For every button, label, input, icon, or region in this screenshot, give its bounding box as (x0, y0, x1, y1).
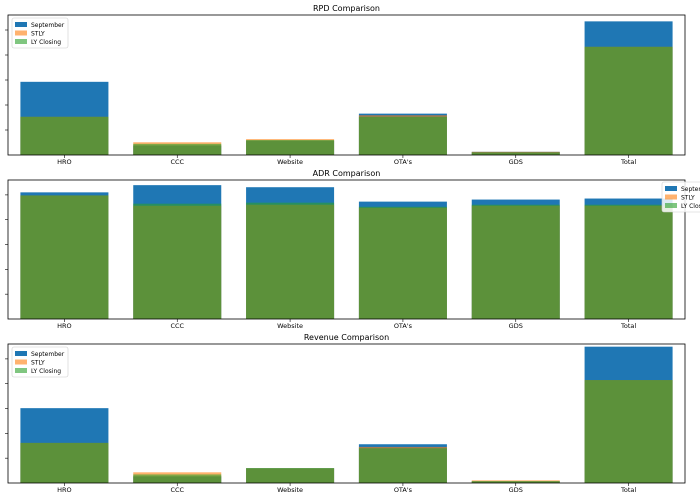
x-tick-label-ota-s: OTA's (394, 322, 413, 330)
x-tick-label-gds: GDS (509, 322, 523, 330)
bar-ly-closing-gds (471, 204, 560, 319)
x-tick-label-total: Total (620, 322, 636, 330)
bar-ly-closing-gds (471, 481, 560, 483)
bar-ly-closing-total (584, 46, 673, 156)
bar-ly-closing-website (246, 140, 335, 155)
chart-panel-revenue-comparison: Revenue Comparison HRO CCC Website OTA's GDS T… (5, 333, 686, 494)
legend-label-stly: STLY (31, 31, 45, 38)
chart-title: ADR Comparison (313, 169, 381, 178)
legend-label-stly: STLY (681, 195, 695, 202)
x-tick-label-ota-s: OTA's (394, 158, 413, 166)
chart-panel-adr-comparison: ADR Comparison HRO CCC Website OTA's GDS Total… (5, 169, 700, 330)
x-tick-label-total: Total (620, 158, 636, 166)
x-tick-label-website: Website (277, 486, 303, 494)
axes-frame (7, 343, 686, 484)
chart-title: Revenue Comparison (304, 333, 389, 342)
legend-swatch-september (665, 186, 677, 191)
x-tick-label-website: Website (277, 158, 303, 166)
legend-swatch-stly (15, 30, 27, 36)
legend-label-september: September (31, 351, 65, 358)
x-tick-label-ota-s: OTA's (394, 486, 413, 494)
bar-ly-closing-ota-s (358, 448, 447, 483)
x-tick-label-hro: HRO (57, 322, 72, 330)
chart-panel-rpd-comparison: RPD Comparison HRO CCC Website OTA's GDS Total… (5, 4, 686, 166)
x-tick-label-gds: GDS (509, 486, 523, 494)
legend-label-ly-closing: LY Closing (31, 39, 61, 46)
bar-ly-closing-hro (20, 195, 109, 319)
x-tick-label-ccc: CCC (170, 322, 184, 330)
legend-label-ly-closing: LY Closing (681, 203, 700, 210)
axes-frame (7, 179, 686, 320)
legend-swatch-ly-closing (15, 368, 27, 373)
x-tick-label-hro: HRO (57, 486, 72, 494)
bar-ly-closing-ota-s (358, 206, 447, 319)
axes-frame (7, 14, 686, 156)
legend-swatch-september (15, 22, 27, 27)
bar-ly-closing-website (246, 202, 335, 319)
legend-label-ly-closing: LY Closing (31, 368, 61, 375)
bar-ly-closing-ota-s (358, 116, 447, 155)
bar-ly-closing-hro (20, 116, 109, 155)
legend-swatch-ly-closing (665, 203, 677, 208)
x-tick-label-ccc: CCC (170, 158, 184, 166)
bar-ly-closing-ccc (133, 143, 222, 155)
x-tick-label-hro: HRO (57, 158, 72, 166)
legend-swatch-stly (15, 359, 27, 365)
x-tick-label-gds: GDS (509, 158, 523, 166)
bar-ly-closing-total (584, 380, 673, 483)
legend-swatch-stly (665, 194, 677, 200)
bar-ly-closing-gds (471, 152, 560, 155)
bar-ly-closing-hro (20, 442, 109, 483)
x-tick-label-ccc: CCC (170, 486, 184, 494)
x-tick-label-website: Website (277, 322, 303, 330)
legend-label-stly: STLY (31, 360, 45, 367)
bar-ly-closing-ccc (133, 203, 222, 319)
legend-swatch-september (15, 351, 27, 356)
bar-ly-closing-website (246, 468, 335, 483)
bar-ly-closing-ccc (133, 474, 222, 483)
legend-swatch-ly-closing (15, 39, 27, 44)
x-tick-label-total: Total (620, 486, 636, 494)
chart-title: RPD Comparison (313, 4, 380, 13)
legend-label-september: September (681, 186, 700, 193)
legend-label-september: September (31, 22, 65, 29)
bar-ly-closing-total (584, 204, 673, 319)
